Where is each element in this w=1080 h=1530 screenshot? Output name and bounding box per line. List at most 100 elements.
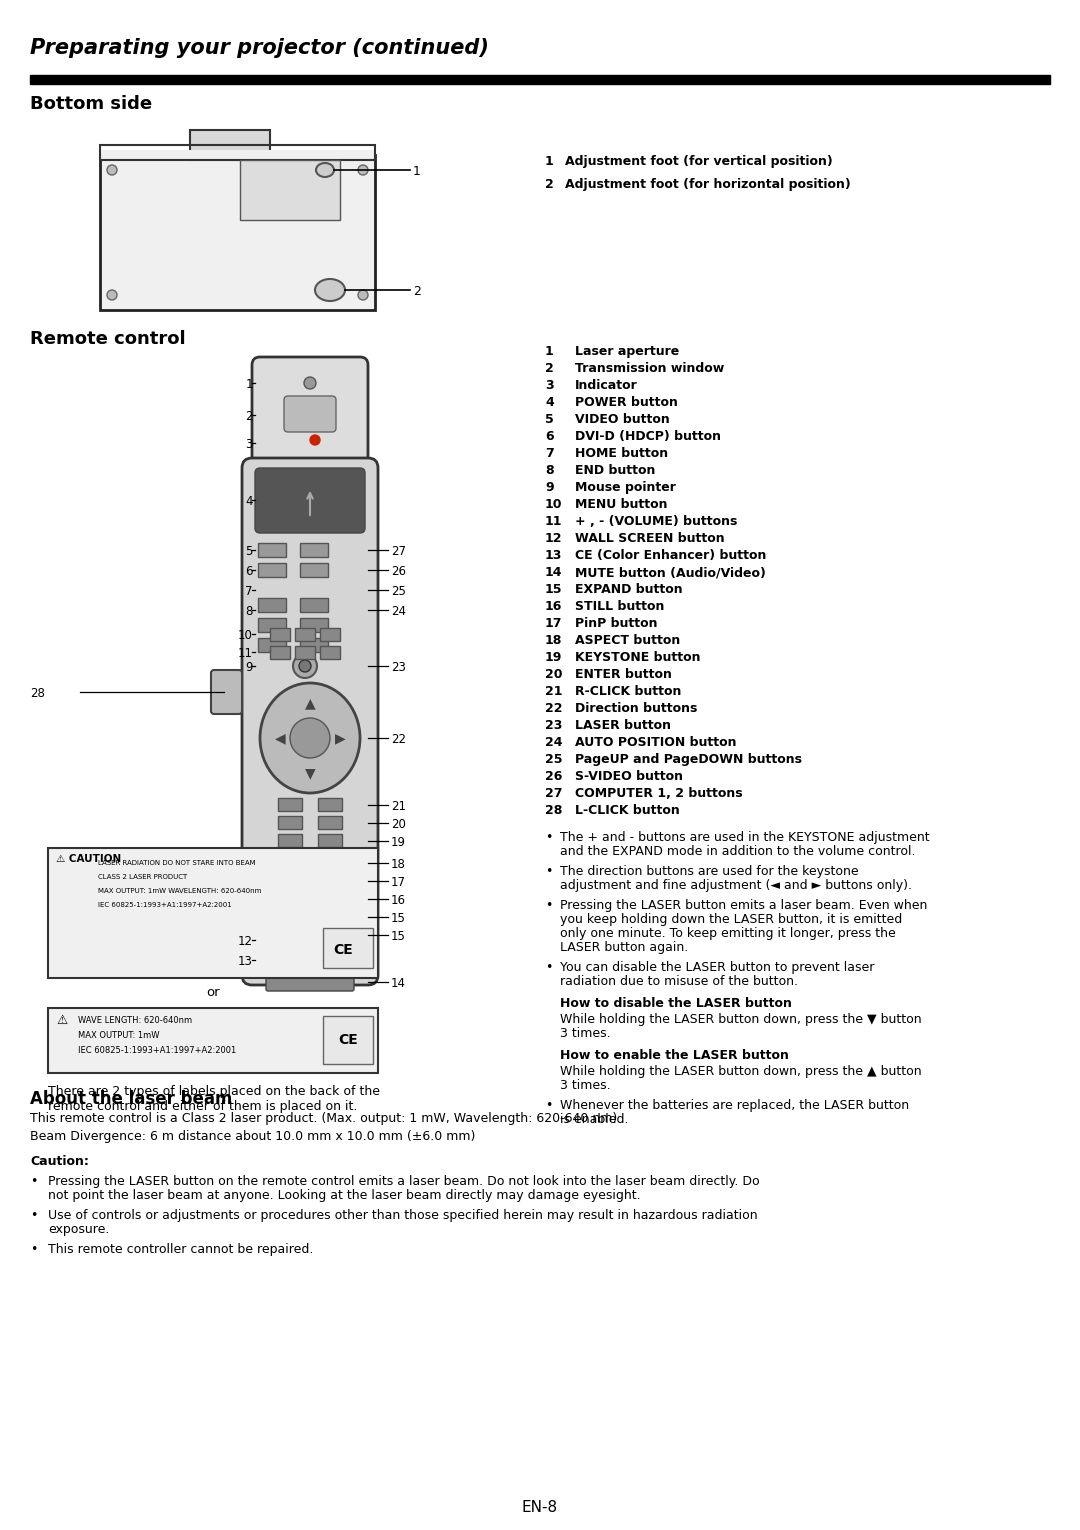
Text: 5: 5: [545, 413, 554, 425]
Text: Mouse pointer: Mouse pointer: [575, 480, 676, 494]
Text: HOME button: HOME button: [575, 447, 669, 461]
Text: 22: 22: [391, 733, 406, 747]
Text: ◀: ◀: [274, 731, 285, 745]
Text: CE: CE: [333, 942, 353, 956]
Text: 22: 22: [545, 702, 563, 715]
Text: •: •: [545, 831, 552, 845]
Text: 23: 23: [545, 719, 563, 731]
Text: How to disable the LASER button: How to disable the LASER button: [561, 998, 792, 1010]
Text: 27: 27: [391, 545, 406, 558]
Circle shape: [310, 435, 320, 445]
Text: 18: 18: [391, 858, 406, 871]
Text: •: •: [30, 1242, 38, 1256]
Ellipse shape: [291, 718, 330, 757]
Text: 5: 5: [245, 545, 253, 558]
Text: 24: 24: [391, 604, 406, 618]
Text: 25: 25: [391, 584, 406, 598]
Text: While holding the LASER button down, press the ▼ button: While holding the LASER button down, pre…: [561, 1013, 921, 1027]
Bar: [265, 890, 355, 904]
Text: 24: 24: [545, 736, 563, 750]
Text: ASPECT button: ASPECT button: [575, 633, 680, 647]
Text: 25: 25: [545, 753, 563, 767]
Bar: [48, 1008, 378, 1073]
Text: LASER button again.: LASER button again.: [561, 941, 688, 955]
Circle shape: [303, 376, 316, 389]
Text: 26: 26: [391, 565, 406, 578]
Bar: [295, 627, 315, 641]
Text: 15: 15: [391, 912, 406, 926]
Bar: [300, 543, 328, 557]
FancyBboxPatch shape: [211, 670, 242, 715]
Text: AUTO POSITION button: AUTO POSITION button: [575, 736, 737, 750]
Text: 7: 7: [545, 447, 554, 461]
Text: 1: 1: [413, 165, 421, 177]
Text: 13: 13: [238, 955, 253, 968]
Text: Laser aperture: Laser aperture: [575, 344, 679, 358]
Bar: [320, 627, 340, 641]
Text: 15: 15: [391, 930, 406, 942]
Text: About the laser beam: About the laser beam: [30, 1089, 232, 1108]
Bar: [270, 646, 291, 659]
FancyBboxPatch shape: [266, 952, 354, 968]
Bar: [295, 646, 315, 659]
Bar: [278, 834, 302, 848]
FancyBboxPatch shape: [252, 356, 368, 464]
Text: PinP button: PinP button: [575, 617, 658, 630]
Bar: [318, 834, 342, 848]
Text: Adjustment foot (for vertical position): Adjustment foot (for vertical position): [565, 155, 833, 168]
Text: is enabled.: is enabled.: [561, 1112, 629, 1126]
Text: 28: 28: [545, 803, 563, 817]
Text: Pressing the LASER button emits a laser beam. Even when: Pressing the LASER button emits a laser …: [561, 900, 928, 912]
Text: LASER RADIATION DO NOT STARE INTO BEAM: LASER RADIATION DO NOT STARE INTO BEAM: [98, 860, 256, 866]
Text: WALL SCREEN button: WALL SCREEN button: [575, 532, 725, 545]
Text: Remote control: Remote control: [30, 330, 186, 347]
Bar: [30, 75, 1050, 84]
Text: adjustment and fine adjustment (◄ and ► buttons only).: adjustment and fine adjustment (◄ and ► …: [561, 880, 912, 892]
Text: remote control and either of them is placed on it.: remote control and either of them is pla…: [48, 1100, 357, 1112]
Text: Whenever the batteries are replaced, the LASER button: Whenever the batteries are replaced, the…: [561, 1099, 909, 1112]
Text: radiation due to misuse of the button.: radiation due to misuse of the button.: [561, 975, 798, 988]
Text: 10: 10: [545, 497, 563, 511]
Text: 20: 20: [545, 669, 563, 681]
Text: 19: 19: [391, 835, 406, 849]
Circle shape: [357, 291, 368, 300]
Text: 17: 17: [391, 877, 406, 889]
Text: •: •: [30, 1209, 38, 1222]
Text: Pressing the LASER button on the remote control emits a laser beam. Do not look : Pressing the LASER button on the remote …: [48, 1175, 759, 1187]
Text: MAX OUTPUT: 1mW: MAX OUTPUT: 1mW: [78, 1031, 160, 1040]
Bar: [278, 815, 302, 829]
Text: DVI-D (HDCP) button: DVI-D (HDCP) button: [575, 430, 721, 444]
Text: 1: 1: [545, 344, 554, 358]
FancyBboxPatch shape: [266, 930, 354, 949]
Text: 1: 1: [545, 155, 554, 168]
Text: 6: 6: [245, 565, 253, 578]
Text: POWER button: POWER button: [575, 396, 678, 409]
Text: IEC 60825-1:1993+A1:1997+A2:2001: IEC 60825-1:1993+A1:1997+A2:2001: [98, 903, 232, 907]
Text: 14: 14: [545, 566, 563, 578]
Text: This remote control is a Class 2 laser product. (Max. output: 1 mW, Wavelength: : This remote control is a Class 2 laser p…: [30, 1112, 618, 1125]
Text: 2: 2: [545, 363, 554, 375]
Text: 26: 26: [545, 770, 563, 783]
Text: 4: 4: [245, 496, 253, 508]
Text: WAVE LENGTH: 620-640nm: WAVE LENGTH: 620-640nm: [78, 1016, 192, 1025]
Text: MUTE button (Audio/Video): MUTE button (Audio/Video): [575, 566, 766, 578]
Text: The direction buttons are used for the keystone: The direction buttons are used for the k…: [561, 864, 859, 878]
Text: Bottom side: Bottom side: [30, 95, 152, 113]
Text: and the EXPAND mode in addition to the volume control.: and the EXPAND mode in addition to the v…: [561, 845, 916, 858]
Bar: [100, 150, 375, 161]
Circle shape: [357, 165, 368, 174]
Text: 9: 9: [545, 480, 554, 494]
Bar: [240, 161, 340, 220]
Text: 17: 17: [545, 617, 563, 630]
Text: •: •: [545, 961, 552, 975]
Text: 2: 2: [545, 177, 554, 191]
Text: MAX OUTPUT: 1mW WAVELENGTH: 620-640nm: MAX OUTPUT: 1mW WAVELENGTH: 620-640nm: [98, 887, 261, 894]
FancyBboxPatch shape: [266, 973, 354, 991]
Text: •: •: [545, 900, 552, 912]
Text: 13: 13: [545, 549, 563, 562]
Text: •: •: [545, 864, 552, 878]
Text: ⚠: ⚠: [56, 1014, 67, 1027]
Text: 8: 8: [545, 464, 554, 477]
Bar: [265, 909, 355, 923]
Bar: [300, 638, 328, 652]
